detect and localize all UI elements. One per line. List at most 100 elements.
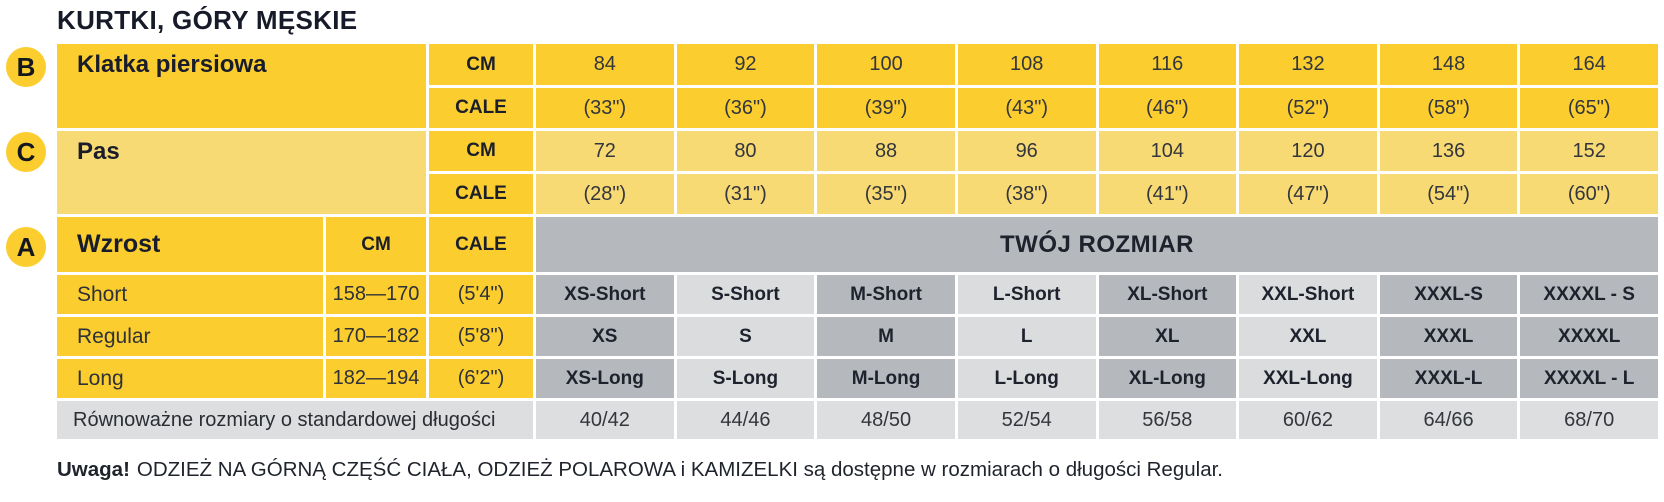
size-cell: XXXXL - S bbox=[1520, 275, 1658, 314]
waist-cm-value-cell: 80 bbox=[676, 131, 815, 171]
size-cell: XL-Short bbox=[1098, 275, 1237, 314]
height-cale-unit-label: CALE bbox=[429, 217, 533, 272]
size-cell: S-Short bbox=[676, 275, 815, 314]
waist-cm-value-cell: 96 bbox=[957, 131, 1096, 171]
page-title: KURTKI, GÓRY MĘSKIE bbox=[57, 5, 358, 35]
size-cell: XS bbox=[536, 317, 674, 356]
waist-values: CM 72 80 88 96 104 120 136 152 CALE (28") (31")(… bbox=[429, 131, 1658, 214]
size-cell: XS-Long bbox=[536, 359, 674, 398]
chest-section: Klatka piersiowa CM 84 92 100 108 116 132 148 1… bbox=[57, 44, 1658, 128]
waist-cm-value-cell: 152 bbox=[1520, 131, 1658, 171]
waist-label: Pas bbox=[57, 131, 426, 214]
height-regular-label: Regular bbox=[57, 317, 323, 356]
size-cell: L-Short bbox=[957, 275, 1096, 314]
chest-cm-value-cell: 84 bbox=[536, 44, 674, 85]
waist-cale-value-cell: (31") bbox=[676, 174, 815, 214]
height-short-cm: 158—170 bbox=[326, 275, 426, 314]
chest-values: CM 84 92 100 108 116 132 148 164 CALE (33") (36"… bbox=[429, 44, 1658, 128]
height-row-regular: Regular 170—182 (5'8") XS S M L XL XXL XXXL XXX… bbox=[57, 317, 1658, 356]
equivalent-size-cell: 40/42 bbox=[536, 401, 674, 439]
chest-label: Klatka piersiowa bbox=[57, 44, 426, 128]
chest-cale-value-cell: (33") bbox=[536, 88, 674, 128]
size-cell: L bbox=[957, 317, 1096, 356]
size-cell: XL-Long bbox=[1098, 359, 1237, 398]
equivalent-size-cell: 44/46 bbox=[676, 401, 815, 439]
chest-cale-value-cell: (52") bbox=[1239, 88, 1377, 128]
chest-cm-value-cell: 148 bbox=[1379, 44, 1518, 85]
chest-cm-row: CM 84 92 100 108 116 132 148 164 bbox=[429, 44, 1658, 85]
height-header-row: Wzrost CM CALE TWÓJ ROZMIAR bbox=[57, 217, 1658, 272]
waist-cale-value-cell: (60") bbox=[1520, 174, 1658, 214]
size-cell: M bbox=[817, 317, 955, 356]
badge-a: A bbox=[6, 227, 46, 267]
chest-cale-row: CALE (33") (36") (39") (43") (46") (52") (58")… bbox=[429, 88, 1658, 128]
footer-note-text: ODZIEŻ NA GÓRNĄ CZĘŚĆ CIAŁA, ODZIEŻ POLA… bbox=[136, 458, 1223, 481]
height-label: Wzrost bbox=[57, 217, 323, 272]
footer-note-emphasis: Uwaga! bbox=[57, 458, 130, 481]
equivalent-size-cell: 48/50 bbox=[817, 401, 955, 439]
size-chart-table: Klatka piersiowa CM 84 92 100 108 116 132 148 1… bbox=[57, 44, 1658, 439]
equivalent-size-cell: 56/58 bbox=[1098, 401, 1237, 439]
chest-cale-value-cell: (46") bbox=[1098, 88, 1237, 128]
footer-note: Uwaga! ODZIEŻ NA GÓRNĄ CZĘŚĆ CIAŁA, ODZIE… bbox=[57, 458, 1223, 482]
size-cell: M-Long bbox=[817, 359, 955, 398]
size-cell: XXXXL bbox=[1520, 317, 1658, 356]
size-cell: XXXL-L bbox=[1379, 359, 1518, 398]
height-long-cale: (6'2") bbox=[429, 359, 533, 398]
height-short-cale: (5'4") bbox=[429, 275, 533, 314]
waist-cm-unit-label: CM bbox=[429, 131, 533, 171]
equivalent-size-cell: 60/62 bbox=[1239, 401, 1377, 439]
height-long-cm: 182—194 bbox=[326, 359, 426, 398]
waist-cm-value-cell: 120 bbox=[1239, 131, 1377, 171]
equivalent-sizes-row: Równoważne rozmiary o standardowej długo… bbox=[57, 401, 1658, 439]
height-regular-cm: 170—182 bbox=[326, 317, 426, 356]
size-cell: XL bbox=[1098, 317, 1237, 356]
waist-cm-value-cell: 136 bbox=[1379, 131, 1518, 171]
chest-cm-unit-label: CM bbox=[429, 44, 533, 85]
size-cell: XXL bbox=[1239, 317, 1377, 356]
chest-cale-value-cell: (58") bbox=[1379, 88, 1518, 128]
your-size-banner: TWÓJ ROZMIAR bbox=[536, 217, 1658, 272]
chest-cale-value-cell: (36") bbox=[676, 88, 815, 128]
badge-b: B bbox=[6, 47, 46, 87]
waist-cale-value-cell: (41") bbox=[1098, 174, 1237, 214]
waist-cale-value-cell: (47") bbox=[1239, 174, 1377, 214]
waist-cale-value-cell: (38") bbox=[957, 174, 1096, 214]
size-cell: S bbox=[676, 317, 815, 356]
chest-cm-value-cell: 100 bbox=[817, 44, 955, 85]
equivalent-sizes-label: Równoważne rozmiary o standardowej długo… bbox=[57, 401, 533, 439]
size-cell: L-Long bbox=[957, 359, 1096, 398]
size-cell: S-Long bbox=[676, 359, 815, 398]
height-row-short: Short 158—170 (5'4") XS-Short S-Short M-Sh… bbox=[57, 275, 1658, 314]
chest-cm-value-cell: 92 bbox=[676, 44, 815, 85]
waist-cale-value-cell: (54") bbox=[1379, 174, 1518, 214]
size-cell: XXXXL - L bbox=[1520, 359, 1658, 398]
chest-cm-value-cell: 108 bbox=[957, 44, 1096, 85]
height-regular-cale: (5'8") bbox=[429, 317, 533, 356]
badge-c: C bbox=[6, 132, 46, 172]
size-cell: XXXL-S bbox=[1379, 275, 1518, 314]
equivalent-size-cell: 64/66 bbox=[1379, 401, 1518, 439]
height-row-long: Long 182—194 (6'2") XS-Long S-Long M-Long L… bbox=[57, 359, 1658, 398]
waist-cm-value-cell: 88 bbox=[817, 131, 955, 171]
chest-cale-unit-label: CALE bbox=[429, 88, 533, 128]
waist-cm-row: CM 72 80 88 96 104 120 136 152 bbox=[429, 131, 1658, 171]
chest-cm-value-cell: 116 bbox=[1098, 44, 1237, 85]
chest-cale-value-cell: (65") bbox=[1520, 88, 1658, 128]
size-cell: XXL-Short bbox=[1239, 275, 1377, 314]
size-cell: XXL-Long bbox=[1239, 359, 1377, 398]
height-short-label: Short bbox=[57, 275, 323, 314]
chest-cm-value-cell: 164 bbox=[1520, 44, 1658, 85]
equivalent-size-cell: 68/70 bbox=[1520, 401, 1658, 439]
chest-cale-value-cell: (39") bbox=[817, 88, 955, 128]
waist-cale-unit-label: CALE bbox=[429, 174, 533, 214]
waist-cale-row: CALE (28") (31") (35") (38") (41") (47") (54")… bbox=[429, 174, 1658, 214]
size-cell: XS-Short bbox=[536, 275, 674, 314]
height-cm-unit-label: CM bbox=[326, 217, 426, 272]
equivalent-size-cell: 52/54 bbox=[957, 401, 1096, 439]
size-cell: XXXL bbox=[1379, 317, 1518, 356]
waist-cm-value-cell: 104 bbox=[1098, 131, 1237, 171]
waist-cale-value-cell: (35") bbox=[817, 174, 955, 214]
waist-cm-value-cell: 72 bbox=[536, 131, 674, 171]
chest-cm-value-cell: 132 bbox=[1239, 44, 1377, 85]
